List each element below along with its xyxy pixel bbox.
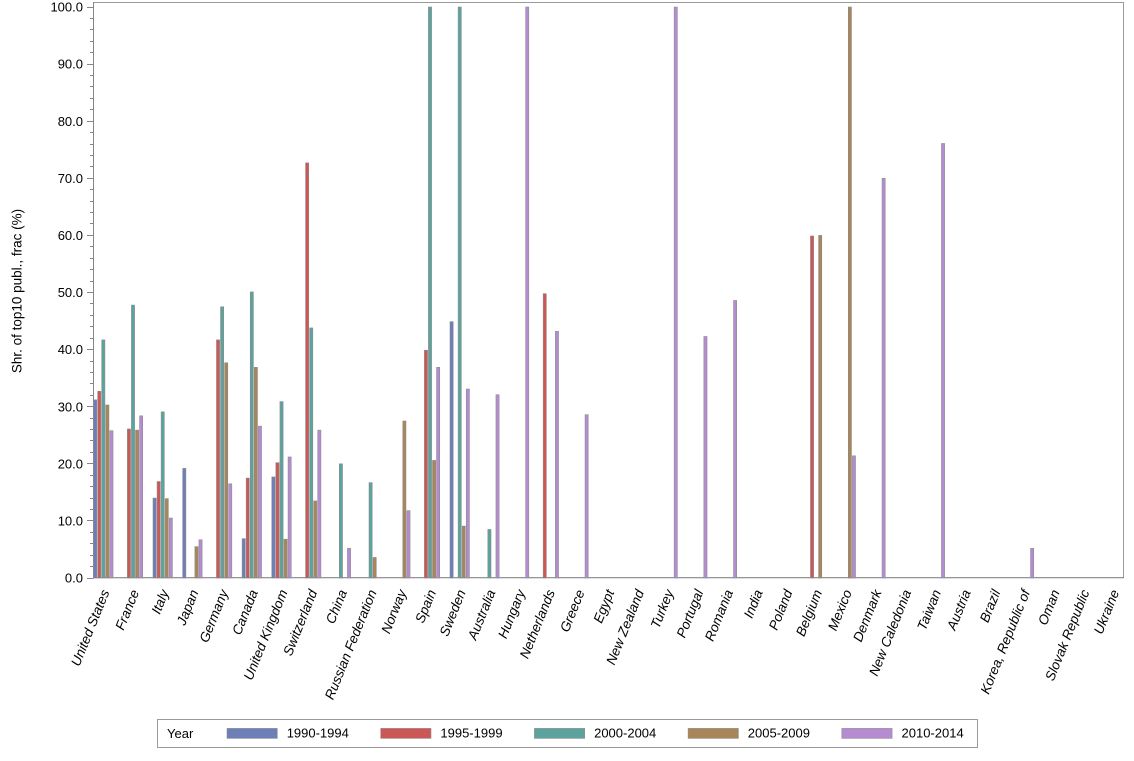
svg-text:2005-2009: 2005-2009 — [748, 726, 810, 741]
svg-text:1995-1999: 1995-1999 — [440, 726, 502, 741]
svg-text:Year: Year — [167, 726, 194, 741]
svg-text:Shr. of top10 publ., frac (%): Shr. of top10 publ., frac (%) — [10, 209, 25, 373]
svg-text:40.0: 40.0 — [58, 342, 83, 357]
svg-text:100.0: 100.0 — [50, 0, 83, 15]
svg-text:2010-2014: 2010-2014 — [902, 726, 964, 741]
svg-text:2000-2004: 2000-2004 — [594, 726, 656, 741]
svg-text:60.0: 60.0 — [58, 228, 83, 243]
svg-text:30.0: 30.0 — [58, 399, 83, 414]
svg-text:1990-1994: 1990-1994 — [287, 726, 349, 741]
svg-text:20.0: 20.0 — [58, 456, 83, 471]
svg-text:10.0: 10.0 — [58, 514, 83, 529]
svg-text:90.0: 90.0 — [58, 57, 83, 72]
svg-text:70.0: 70.0 — [58, 171, 83, 186]
svg-text:0.0: 0.0 — [65, 571, 83, 586]
svg-text:50.0: 50.0 — [58, 285, 83, 300]
svg-text:80.0: 80.0 — [58, 114, 83, 129]
